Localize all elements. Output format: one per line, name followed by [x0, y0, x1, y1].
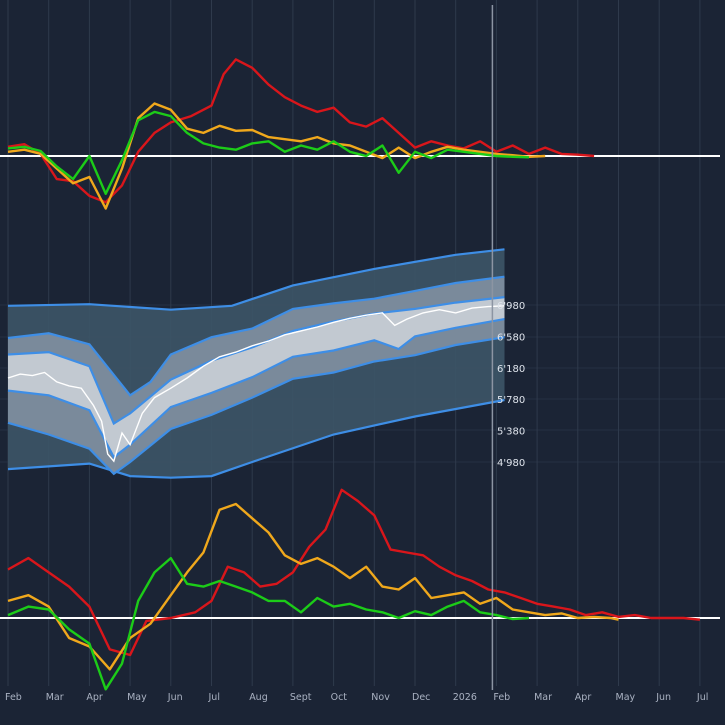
inner-band-upper-edge	[7, 296, 505, 426]
x-tick-label: Nov	[371, 692, 390, 703]
top-oscillator-panel	[0, 58, 720, 210]
top-oscillator-series-2	[7, 110, 530, 195]
x-tick-label: Sept	[290, 692, 312, 703]
bottom-oscillator-panel	[0, 488, 720, 691]
y-tick-label: 5'380	[497, 427, 525, 438]
bottom-oscillator-series-0	[7, 488, 701, 657]
x-tick-label: 2026	[453, 692, 477, 703]
y-tick-label: 6'180	[497, 364, 525, 375]
x-tick-label: Dec	[412, 692, 430, 703]
inner-band-fill	[8, 297, 505, 458]
price-bands-panel	[7, 248, 505, 479]
y-tick-label: 4'980	[497, 458, 525, 469]
x-tick-label: May	[616, 692, 636, 703]
x-tick-label: May	[127, 692, 147, 703]
price-line	[7, 305, 505, 463]
x-tick-label: Jul	[696, 692, 708, 703]
bottom-oscillator-series-1	[7, 502, 619, 671]
top-oscillator-series-0	[7, 58, 595, 204]
x-tick-label: Jun	[167, 692, 183, 703]
top-oscillator-series-1	[7, 102, 546, 210]
x-tick-label: Oct	[331, 692, 348, 703]
x-tick-label: Feb	[5, 692, 22, 703]
middle-band-upper-edge	[7, 275, 505, 397]
outer-band-lower-edge	[7, 398, 505, 479]
x-tick-label: Jun	[655, 692, 671, 703]
x-tick-label: Aug	[249, 692, 268, 703]
middle-band-lower-edge	[7, 336, 505, 476]
x-tick-label: Mar	[46, 692, 64, 703]
price-axis-labels: 6'980 6'580 6'180 5'780 5'380 4'980	[497, 301, 525, 469]
x-tick-label: Apr	[575, 692, 592, 703]
outer-band-upper-edge	[7, 248, 505, 311]
y-tick-label: 6'580	[497, 332, 525, 343]
y-tick-label: 5'780	[497, 395, 525, 406]
time-axis-labels: Feb Mar Apr May Jun Jul Aug Sept Oct Nov Dec 2026 Fe…	[5, 692, 708, 703]
x-tick-label: Mar	[534, 692, 552, 703]
y-tick-label: 6'980	[497, 301, 525, 312]
x-tick-label: Apr	[86, 692, 103, 703]
x-tick-label: Jul	[208, 692, 220, 703]
x-tick-label: Feb	[493, 692, 510, 703]
bottom-oscillator-series-2	[7, 556, 530, 691]
inner-band-lower-edge	[7, 318, 505, 459]
